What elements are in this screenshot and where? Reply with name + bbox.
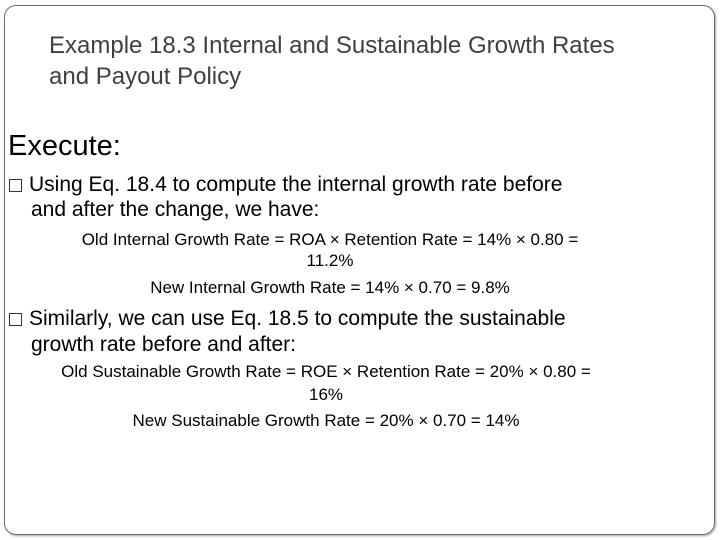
square-bullet-icon (9, 313, 22, 326)
bullet-1-line-2: and after the change, we have: (31, 198, 320, 221)
new-internal-growth-equation: New Internal Growth Rate = 14% × 0.70 = … (150, 278, 510, 297)
bullet-2-line-1: Similarly, we can use Eq. 18.5 to comput… (29, 307, 566, 330)
old-sustainable-growth-equation: Old Sustainable Growth Rate = ROE × Rete… (61, 362, 591, 381)
slide-title: Example 18.3 Internal and Sustainable Gr… (49, 30, 714, 92)
title-line-1: Example 18.3 Internal and Sustainable Gr… (49, 32, 615, 59)
bullet-1-line-1: Using Eq. 18.4 to compute the internal g… (29, 173, 563, 196)
old-internal-growth-result: 11.2% (306, 251, 354, 270)
new-sustainable-growth-equation: New Sustainable Growth Rate = 20% × 0.70… (132, 411, 520, 430)
square-bullet-icon (9, 179, 22, 192)
bullet-2-line-2: growth rate before and after: (31, 333, 296, 356)
section-heading: Execute: (8, 130, 121, 162)
title-line-2: and Payout Policy (49, 63, 242, 90)
bullet-1: Using Eq. 18.4 to compute the internal g… (9, 172, 562, 197)
old-sustainable-growth-result: 16% (308, 385, 344, 404)
slide-frame (4, 5, 715, 535)
old-internal-growth-equation: Old Internal Growth Rate = ROA × Retenti… (81, 230, 579, 249)
bullet-2: Similarly, we can use Eq. 18.5 to comput… (9, 306, 566, 331)
